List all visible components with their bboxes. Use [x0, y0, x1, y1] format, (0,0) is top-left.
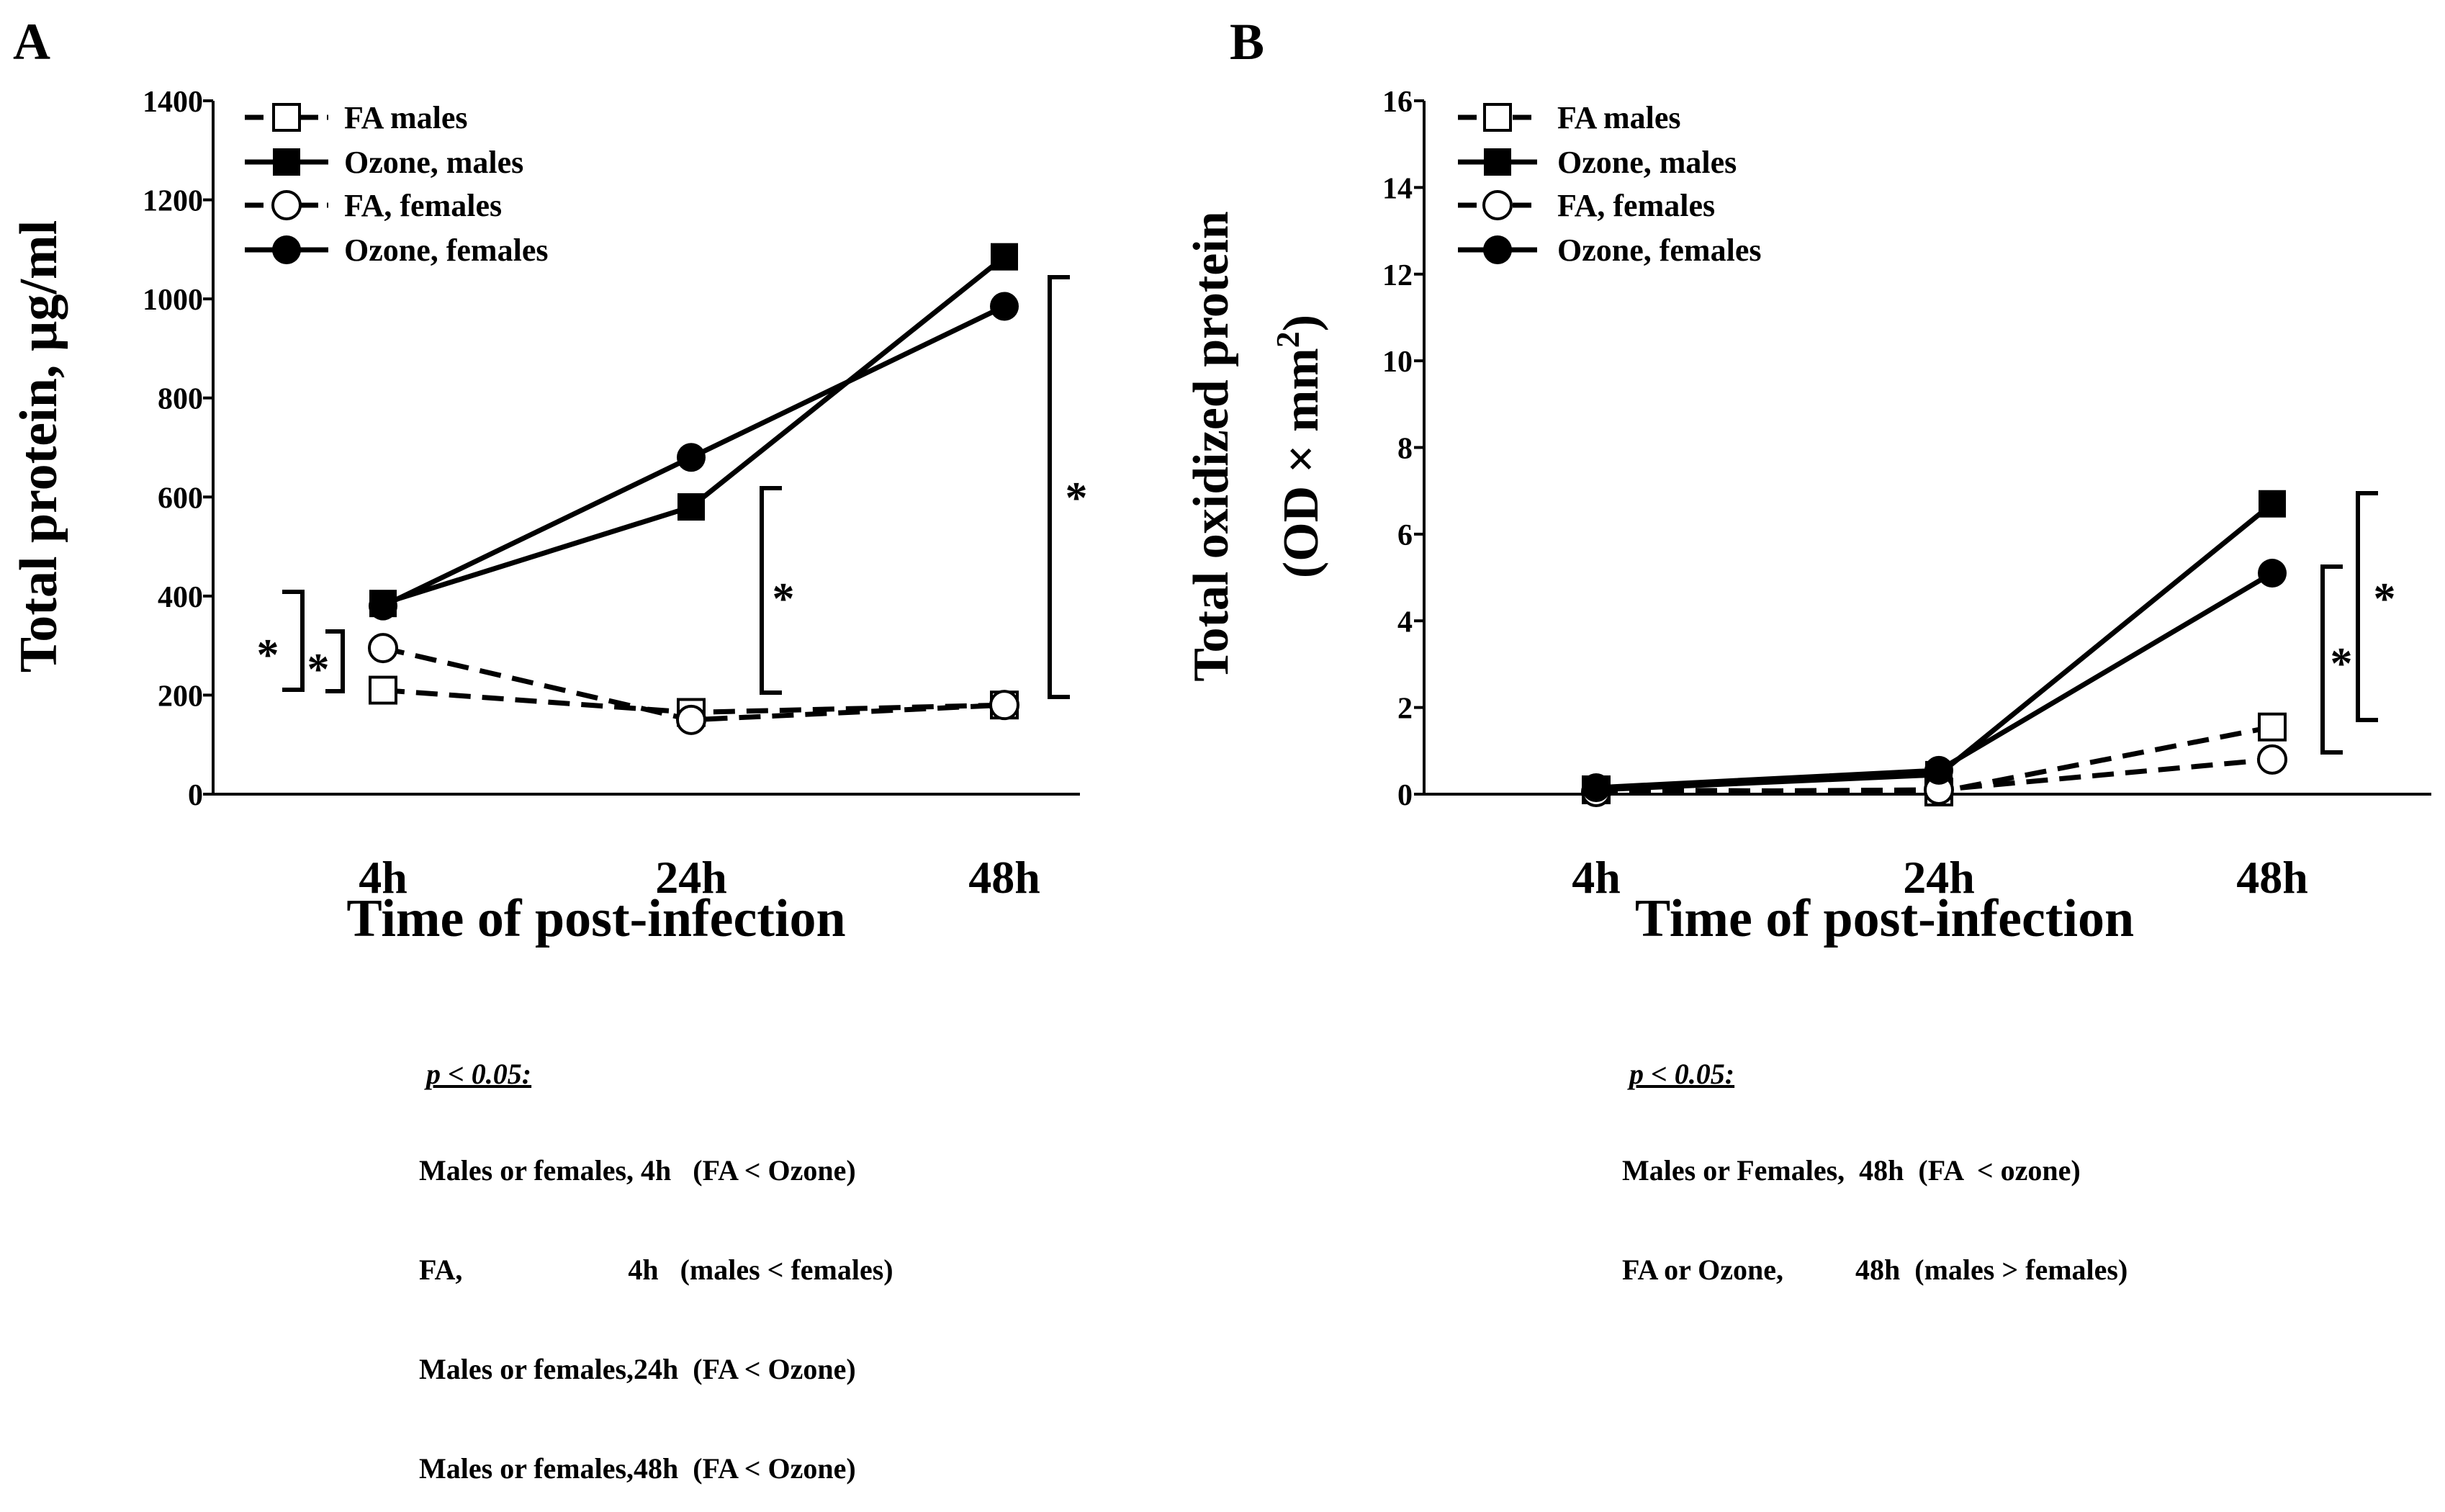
panel-a-data-point	[989, 690, 1019, 721]
panel-a-legend-marker	[272, 235, 301, 264]
panel-b-y-tick-label: 4	[1397, 606, 1413, 639]
panel-b-legend-label: Ozone, females	[1557, 233, 1761, 268]
panel-a-legend-label: FA, females	[344, 188, 502, 223]
panel-a-data-point	[676, 704, 706, 735]
panel-b-legend-label: Ozone, males	[1557, 145, 1737, 180]
panel-a-data-point	[990, 292, 1019, 321]
panel-b-data-point	[2259, 490, 2286, 518]
panel-a-data-point	[369, 591, 397, 621]
panel-a-significance-bracket	[1048, 275, 1070, 699]
panel-a-note-line: Males or females,48h (FA < Ozone)	[419, 1452, 856, 1485]
panel-a-series-line	[382, 254, 1007, 606]
panel-a-significance-star: *	[307, 645, 330, 694]
panel-b-legend-marker	[1482, 190, 1513, 220]
panel-b-legend-marker	[1483, 103, 1512, 132]
panel-a-legend-marker	[271, 190, 302, 220]
panel-a-y-axis-title: Total protein, µg/ml	[9, 220, 68, 673]
panel-a-y-tick-label: 600	[158, 482, 203, 515]
panel-a-y-tick-label: 200	[158, 680, 203, 713]
panel-b-data-point	[2257, 744, 2287, 775]
panel-a: A 0 200 400 600 800 1000 1200 1400 4h 24h 48h Time o…	[9, 13, 1088, 948]
panel-b-notes-heading: p < 0.05:	[1629, 1058, 1735, 1090]
panel-a-significance-star: *	[257, 631, 279, 680]
panel-a-y-tick-label: 0	[188, 779, 203, 812]
panel-b-data-point	[2258, 712, 2287, 742]
panel-b-data-point	[1924, 755, 1953, 785]
panel-b-y-tick-label: 10	[1382, 346, 1413, 379]
panel-a-notes: p < 0.05: Males or females, 4h (FA < Ozo…	[419, 1002, 893, 1512]
panel-a-data-point	[368, 633, 398, 664]
panel-b-y-tick-label: 16	[1382, 86, 1413, 119]
panel-a-x-tick-label: 4h	[359, 852, 408, 903]
panel-a-data-point	[677, 443, 706, 472]
panel-a-note-line: Males or females, 4h (FA < Ozone)	[419, 1154, 856, 1187]
panel-a-y-tick-label: 800	[158, 383, 203, 416]
panel-a-note-line: FA, 4h (males < females)	[419, 1254, 893, 1286]
panel-b-y-tick-label: 12	[1382, 259, 1413, 292]
panel-b-x-tick-label: 4h	[1572, 852, 1621, 903]
panel-b-y-tick-label: 8	[1397, 433, 1413, 466]
panel-a-note-line: Males or females,24h (FA < Ozone)	[419, 1353, 856, 1385]
panel-a-legend-marker	[273, 148, 300, 176]
panel-a-legend-label: Ozone, males	[344, 145, 523, 180]
panel-b-legend-marker	[1484, 148, 1511, 176]
panel-a-significance-bracket	[325, 629, 345, 693]
panel-b-notes: p < 0.05: Males or Females, 48h (FA < oz…	[1622, 1002, 2127, 1313]
panel-a-data-point	[991, 243, 1018, 271]
panel-b: B 0 2 4 6 8 10 12 14 16 4h 24h 48h Time of post-infec…	[1184, 13, 2431, 948]
panel-a-legend-label: Ozone, females	[344, 233, 548, 268]
panel-a-label: A	[13, 13, 50, 71]
panel-b-significance-star: *	[2374, 575, 2396, 624]
panel-a-notes-heading: p < 0.05:	[426, 1058, 532, 1090]
panel-a-data-point	[677, 493, 705, 521]
panel-a-y-tick-label: 1400	[143, 86, 203, 119]
panel-b-data-point	[1582, 773, 1611, 802]
panel-a-y-tick-label: 1000	[143, 284, 203, 317]
panel-b-legend-label: FA, females	[1557, 188, 1715, 223]
panel-b-significance-star: *	[2331, 639, 2353, 688]
panel-b-x-tick-label: 24h	[1903, 852, 1975, 903]
panel-b-legend-label: FA males	[1557, 100, 1681, 135]
panel-b-legend-marker	[1483, 235, 1512, 264]
panel-a-data-point	[369, 675, 397, 705]
panel-b-note-line: Males or Females, 48h (FA < ozone)	[1622, 1154, 2081, 1187]
panel-a-significance-bracket	[760, 486, 782, 695]
panel-a-legend-label: FA males	[344, 100, 468, 135]
panel-b-y-tick-label: 6	[1397, 519, 1413, 552]
panel-a-x-axis-title: Time of post-infection	[346, 889, 845, 948]
panel-b-significance-bracket	[2320, 564, 2343, 755]
panel-b-label: B	[1230, 13, 1264, 71]
panel-b-note-line: FA or Ozone, 48h (males > females)	[1622, 1254, 2128, 1286]
panel-a-x-tick-label: 48h	[968, 852, 1040, 903]
panel-b-significance-bracket	[2356, 491, 2378, 722]
panel-b-data-point	[2258, 559, 2287, 588]
panel-b-x-tick-label: 48h	[2236, 852, 2308, 903]
panel-b-series-line	[1595, 571, 2274, 791]
panel-a-legend-marker	[272, 103, 301, 132]
panel-b-y-tick-label: 2	[1397, 693, 1413, 726]
panel-a-x-tick-label: 24h	[655, 852, 727, 903]
panel-a-significance-star: *	[1066, 474, 1088, 523]
panel-a-significance-bracket	[282, 590, 305, 692]
panel-a-y-tick-label: 400	[158, 581, 203, 614]
panel-a-significance-star: *	[773, 575, 795, 624]
panel-a-y-tick-label: 1200	[143, 185, 203, 218]
panel-b-y-axis-title: Total oxidized protein	[1184, 211, 1239, 681]
panel-b-y-tick-label: 14	[1382, 172, 1413, 205]
panel-b-y-tick-label: 0	[1397, 779, 1413, 812]
panel-b-x-axis-title: Time of post-infection	[1635, 889, 2134, 948]
panel-b-y-axis-title-units: (OD × mm2)	[1269, 315, 1329, 578]
